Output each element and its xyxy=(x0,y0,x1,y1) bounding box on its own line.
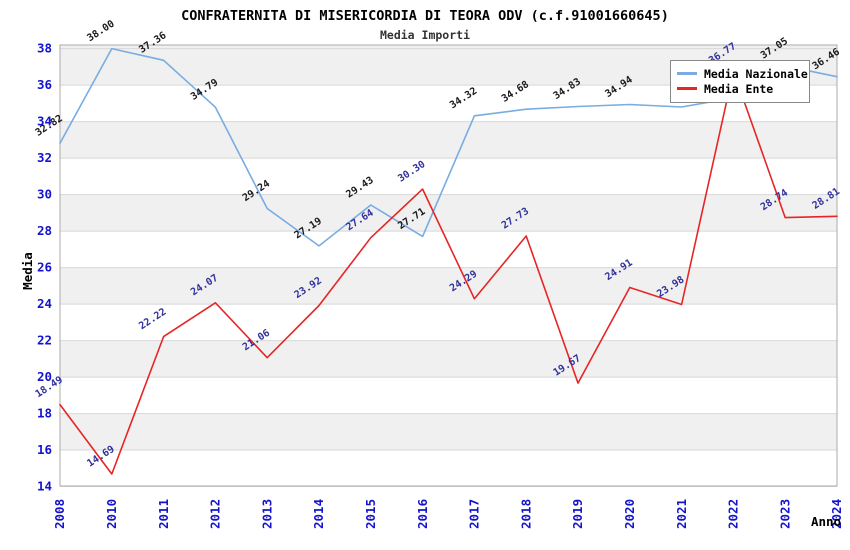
x-tick-label: 2012 xyxy=(208,499,223,529)
y-tick-label: 20 xyxy=(37,369,52,384)
x-tick-label: 2021 xyxy=(674,499,689,529)
legend-box: Media Nazionale Media Ente xyxy=(670,60,810,103)
plot-band xyxy=(60,121,837,159)
x-tick-label: 2022 xyxy=(726,499,741,529)
legend-item-media-ente: Media Ente xyxy=(677,81,803,96)
x-tick-label: 2014 xyxy=(311,499,326,529)
media-nazionale-point-label: 34.32 xyxy=(448,86,479,112)
media-nazionale-point-label: 38.00 xyxy=(85,18,116,44)
chart-subtitle: Media Importi xyxy=(379,28,470,42)
x-tick-label: 2010 xyxy=(104,499,119,529)
media-ente-point-label: 30.30 xyxy=(396,159,427,185)
media-ente-point-label: 22.22 xyxy=(137,306,168,332)
media-nazionale-line-swatch xyxy=(677,72,697,75)
plot-band xyxy=(60,413,837,451)
plot-band xyxy=(60,267,837,305)
x-tick-label: 2016 xyxy=(415,499,430,529)
y-tick-label: 14 xyxy=(37,479,52,494)
y-tick-label: 22 xyxy=(37,333,52,348)
x-tick-label: 2024 xyxy=(829,499,844,529)
y-axis-title: Media xyxy=(20,252,35,290)
legend-item-media-nazionale: Media Nazionale xyxy=(677,66,808,81)
x-tick-label: 2023 xyxy=(777,499,792,529)
x-tick-label: 2008 xyxy=(52,499,67,529)
legend-label: Media Nazionale xyxy=(704,66,808,81)
y-tick-label: 30 xyxy=(37,187,52,202)
y-tick-label: 28 xyxy=(37,223,52,238)
legend-label: Media Ente xyxy=(704,81,774,96)
y-tick-label: 16 xyxy=(37,442,52,457)
x-tick-label: 2018 xyxy=(518,499,533,529)
plot-border xyxy=(59,44,838,487)
x-tick-label: 2019 xyxy=(570,499,585,529)
x-tick-label: 2013 xyxy=(259,499,274,529)
x-tick-label: 2017 xyxy=(467,499,482,529)
y-tick-label: 38 xyxy=(37,41,52,56)
y-tick-label: 24 xyxy=(37,296,52,311)
y-tick-label: 36 xyxy=(37,77,52,92)
y-tick-label: 26 xyxy=(37,260,52,275)
y-tick-label: 18 xyxy=(37,406,52,421)
x-tick-label: 2020 xyxy=(622,499,637,529)
y-tick-label: 32 xyxy=(37,150,52,165)
x-tick-label: 2011 xyxy=(156,499,171,529)
media-ente-line-swatch xyxy=(677,87,697,90)
x-tick-label: 2015 xyxy=(363,499,378,529)
x-axis-title: Anno xyxy=(811,514,841,529)
media-ente-line xyxy=(59,70,838,475)
chart-title: CONFRATERNITA DI MISERICORDIA DI TEORA O… xyxy=(181,8,669,24)
y-tick-label: 34 xyxy=(37,114,52,129)
plot-band xyxy=(60,340,837,378)
plot-band xyxy=(60,194,837,232)
